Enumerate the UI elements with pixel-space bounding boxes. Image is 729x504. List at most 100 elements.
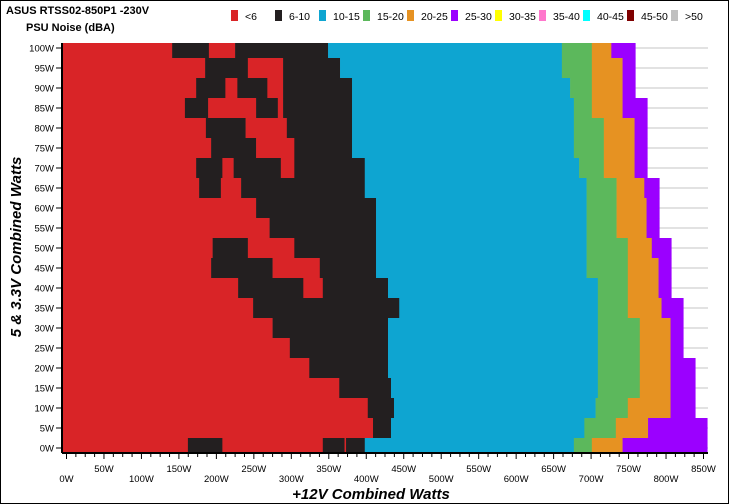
heatmap-cell <box>376 238 587 259</box>
y-tick-label: 60W <box>34 204 54 215</box>
x-tick-label: 150W <box>166 464 191 475</box>
heatmap-cell <box>595 398 629 419</box>
legend-label: 45-50 <box>641 11 668 23</box>
y-tick-label: 10W <box>34 404 54 415</box>
heatmap-cell <box>352 98 575 119</box>
heatmap-cell <box>220 178 242 199</box>
heatmap-cell <box>586 238 629 259</box>
heatmap-cell <box>62 98 186 119</box>
x-tick-label: 800W <box>654 474 679 485</box>
heatmap-cell <box>573 438 593 454</box>
x-tick-label: 400W <box>354 474 379 485</box>
heatmap-cell <box>352 118 575 139</box>
y-tick-label: 20W <box>34 364 54 375</box>
heatmap-cell <box>205 58 249 79</box>
y-axis-title: 5 & 3.3V Combined Watts <box>8 157 25 338</box>
heatmap-cell <box>616 198 647 219</box>
heatmap-cell <box>62 378 340 399</box>
y-tick-label: 30W <box>34 324 54 335</box>
legend-label: 20-25 <box>421 11 448 23</box>
legend: <6 6-10 10-15 15-20 20-25 25-30 30-35 35-40 40-4… <box>231 10 703 23</box>
heatmap-cell <box>570 78 593 99</box>
legend-label: 10-15 <box>333 11 360 23</box>
heatmap-cell <box>352 138 575 159</box>
heatmap-cell <box>294 158 366 179</box>
heatmap-cell <box>309 358 389 379</box>
x-tick-label: 50W <box>94 464 114 475</box>
legend-label: >50 <box>685 11 703 23</box>
heatmap-cell <box>283 98 353 119</box>
heatmap-cell <box>235 43 329 59</box>
heatmap-cell <box>651 238 672 259</box>
heatmap-cell <box>634 138 648 159</box>
legend-label: 6-10 <box>289 11 310 23</box>
heatmap-cell <box>294 138 353 159</box>
heatmap-cell <box>62 58 206 79</box>
heatmap-cell <box>172 43 210 59</box>
legend-label: 25-30 <box>465 11 492 23</box>
heatmap-cell <box>277 98 284 119</box>
legend-label: 30-35 <box>509 11 536 23</box>
x-tick-label: 450W <box>391 464 416 475</box>
legend-swatch <box>539 10 546 21</box>
heatmap-cell <box>387 358 599 379</box>
x-tick-label: 600W <box>504 474 529 485</box>
heatmap-cell <box>303 278 324 299</box>
heatmap-cell <box>222 438 324 454</box>
heatmap-cell <box>639 318 671 339</box>
heatmap-cell <box>597 338 641 359</box>
x-tick-label: 750W <box>616 464 641 475</box>
heatmap-cell <box>328 43 563 59</box>
x-tick-label: 100W <box>129 474 154 485</box>
x-tick-label: 650W <box>541 464 566 475</box>
heatmap-cell <box>573 118 605 139</box>
heatmap-cell <box>615 418 649 439</box>
y-tick-label: 100W <box>29 44 54 55</box>
heatmap-cell <box>586 198 617 219</box>
heatmap-cell <box>208 43 236 59</box>
x-axis-title: +12V Combined Watts <box>292 486 450 503</box>
heatmap-cell <box>670 358 696 379</box>
heatmap-cell <box>364 438 575 454</box>
legend-swatch <box>407 10 414 21</box>
heatmap-cell <box>62 158 197 179</box>
heatmap-cell <box>622 438 708 454</box>
heatmap-cell <box>367 398 395 419</box>
heatmap-cell <box>622 78 636 99</box>
heatmap-cell <box>390 418 585 439</box>
legend-label: 40-45 <box>597 11 624 23</box>
x-tick-label: 550W <box>466 464 491 475</box>
heatmap-cell <box>373 418 392 439</box>
heatmap-cell <box>561 58 593 79</box>
x-tick-label: 850W <box>691 464 716 475</box>
heatmap-cell <box>387 318 599 339</box>
heatmap-cell <box>634 118 648 139</box>
heatmap-cell <box>245 118 288 139</box>
heatmap-cell <box>283 78 353 99</box>
heatmap-cell <box>639 338 671 359</box>
heatmap-cell <box>597 378 641 399</box>
chart-subtitle: PSU Noise (dBA) <box>26 22 115 34</box>
heatmap-cell <box>616 218 647 239</box>
heatmap-cell <box>597 358 641 379</box>
heatmap-cell <box>62 178 200 199</box>
heatmap-cell <box>267 78 284 99</box>
heatmap-cell <box>591 438 623 454</box>
heatmap-cell <box>62 418 374 439</box>
heatmap-cell <box>586 258 629 279</box>
heatmap-cell <box>591 98 623 119</box>
legend-label: <6 <box>245 11 257 23</box>
heatmap-cell <box>294 238 377 259</box>
x-tick-label: 250W <box>241 464 266 475</box>
heatmap-cell <box>661 298 684 319</box>
heatmap-cell <box>622 98 648 119</box>
legend-swatch <box>671 10 678 21</box>
heatmap-cell <box>634 158 648 179</box>
y-tick-label: 35W <box>34 304 54 315</box>
heatmap-cell <box>62 398 369 419</box>
heatmap-cell <box>344 438 347 454</box>
heatmap-cell <box>62 318 273 339</box>
heatmap-cell <box>340 58 563 79</box>
legend-label: 15-20 <box>377 11 404 23</box>
heatmap-cell <box>62 78 197 99</box>
